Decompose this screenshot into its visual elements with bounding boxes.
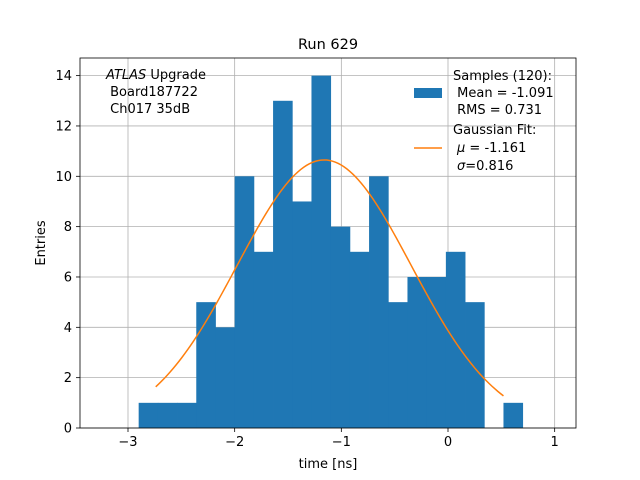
histogram-bar <box>215 327 236 428</box>
chart-title: Run 629 <box>298 37 358 53</box>
legend: Samples (120): Mean = -1.091 RMS = 0.731… <box>414 69 554 174</box>
channel-label: Ch017 35dB <box>106 102 190 117</box>
histogram-bar <box>426 276 447 428</box>
x-tick-label: −3 <box>118 435 137 450</box>
board-label: Board187722 <box>106 85 198 100</box>
x-tick-label: 1 <box>551 435 559 450</box>
legend-fit-label: Gaussian Fit: <box>453 123 536 138</box>
histogram-bar <box>234 176 255 428</box>
atlas-annotation: ATLAS Upgrade Board187722 Ch017 35dB <box>105 68 206 117</box>
y-tick-label: 12 <box>55 119 72 134</box>
x-tick-label: −2 <box>225 435 244 450</box>
histogram-bar <box>311 75 332 428</box>
svg-text:ATLAS Upgrade: ATLAS Upgrade <box>105 68 206 83</box>
y-axis-ticks: 0 2 4 6 8 10 12 14 <box>55 69 80 437</box>
histogram-bar <box>138 402 159 428</box>
histogram-bar <box>503 402 524 428</box>
y-tick-label: 8 <box>64 220 72 235</box>
x-axis-ticks: −3 −2 −1 0 1 <box>118 428 559 450</box>
histogram-bar <box>292 201 312 428</box>
histogram-bar <box>388 302 408 428</box>
histogram-bar <box>349 251 370 428</box>
legend-fit-mu-symbol: μ <box>456 141 465 156</box>
legend-samples-mean: Mean = -1.091 <box>453 86 554 101</box>
histogram-bar <box>253 251 274 428</box>
y-tick-label: 10 <box>55 170 72 185</box>
y-tick-label: 6 <box>64 270 72 285</box>
y-tick-label: 0 <box>64 422 72 437</box>
svg-text:σ=0.816: σ=0.816 <box>457 159 513 174</box>
histogram-bar <box>196 302 216 428</box>
x-axis-label: time [ns] <box>299 457 358 472</box>
legend-samples-rms: RMS = 0.731 <box>453 103 542 118</box>
y-tick-label: 14 <box>55 69 72 84</box>
upgrade-label: Upgrade <box>146 68 206 83</box>
histogram-bar <box>407 276 428 428</box>
histogram-bar <box>445 251 466 428</box>
legend-samples-swatch <box>414 88 442 98</box>
legend-fit-sigma-value: =0.816 <box>465 159 513 174</box>
histogram-bar <box>157 402 178 428</box>
y-tick-label: 4 <box>64 321 72 336</box>
legend-fit-sigma-symbol: σ <box>457 159 466 174</box>
histogram-bars <box>138 75 524 428</box>
histogram-bar <box>369 176 389 428</box>
svg-text:μ = -1.161: μ = -1.161 <box>456 141 526 156</box>
histogram-bar <box>177 402 197 428</box>
legend-fit-mu-value: = -1.161 <box>465 141 526 156</box>
histogram-bar <box>273 100 293 428</box>
atlas-label: ATLAS <box>105 68 146 83</box>
y-axis-label: Entries <box>34 220 49 266</box>
plot-frame <box>79 57 577 429</box>
histogram-bar <box>330 226 351 428</box>
y-tick-label: 2 <box>64 371 72 386</box>
histogram-bar <box>465 302 485 428</box>
gaussian-fit-curve <box>155 159 504 397</box>
x-tick-label: 0 <box>444 435 452 450</box>
x-tick-label: −1 <box>332 435 351 450</box>
legend-samples-label: Samples (120): <box>453 69 552 84</box>
